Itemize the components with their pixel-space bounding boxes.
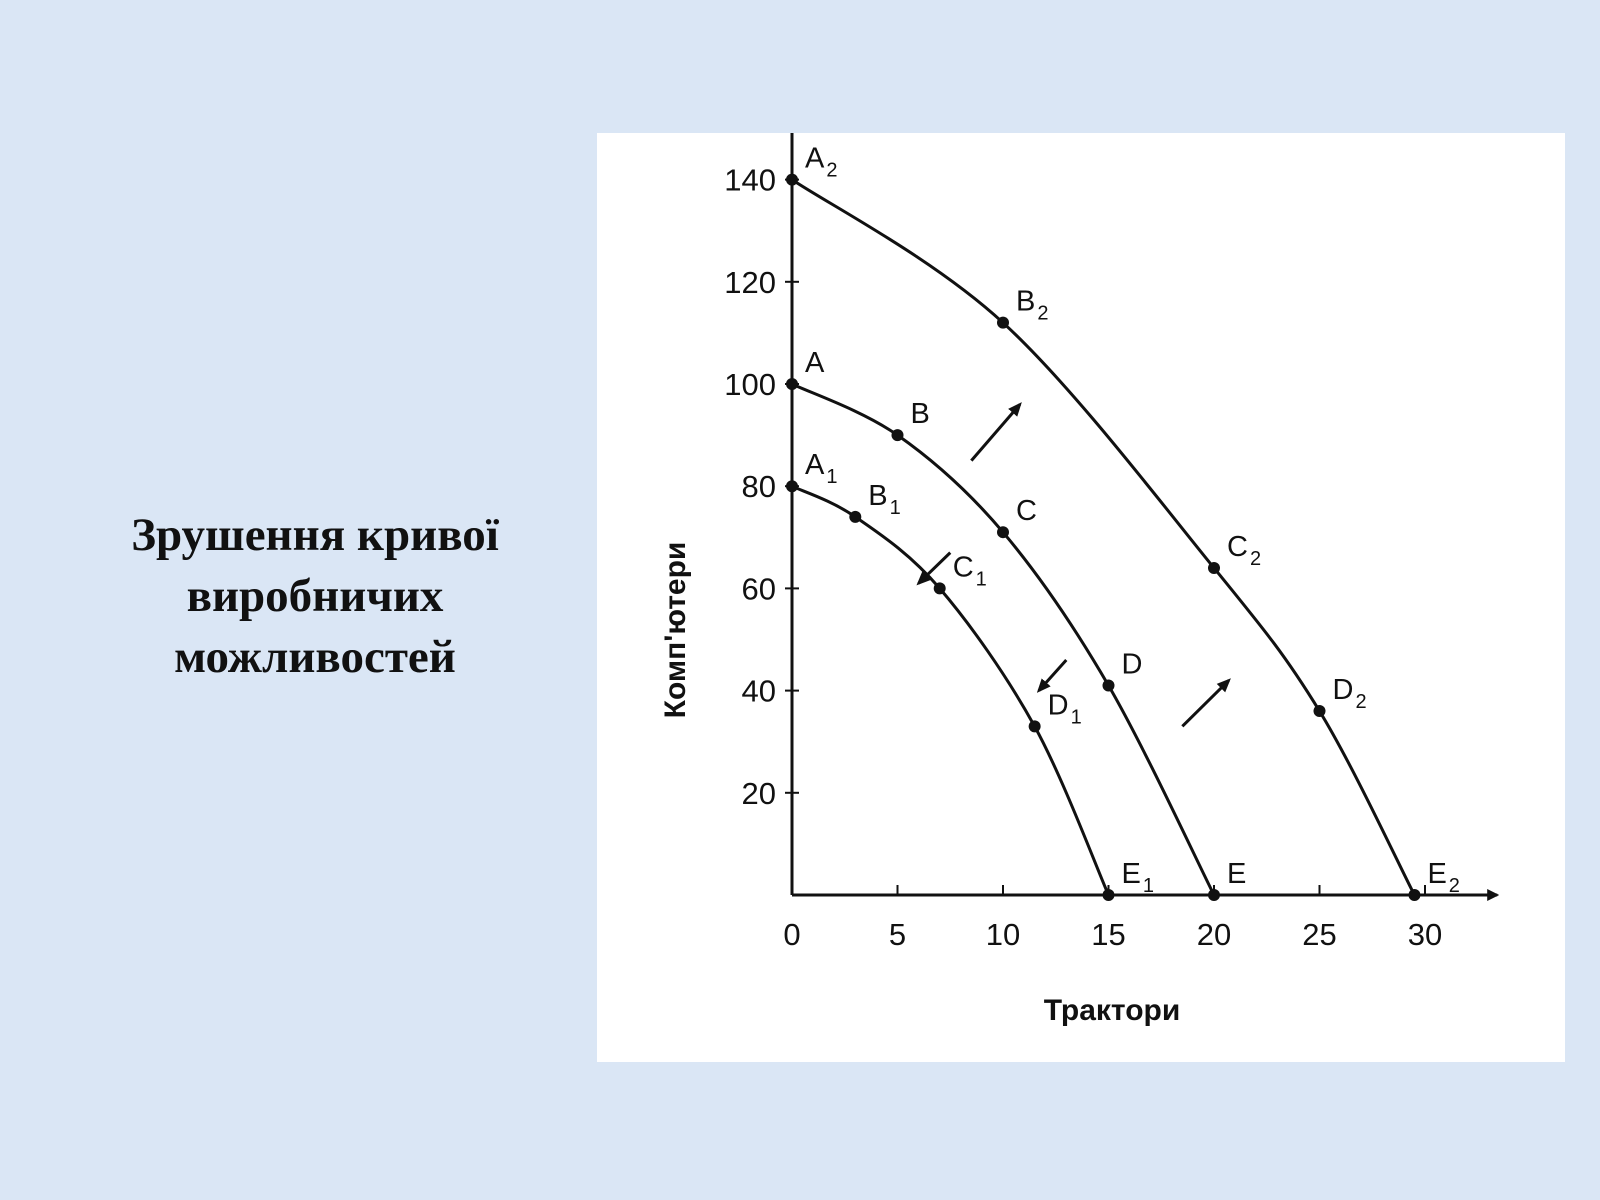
point-label-E: E [1227,858,1246,890]
point-label-B: B [911,398,930,430]
x-tick-label: 10 [986,917,1020,952]
point-C1 [933,582,946,595]
ppf-curve-2 [791,382,1216,896]
x-tick-label: 0 [783,917,800,952]
point-label-D: D [1122,648,1143,680]
y-tick-label: 100 [724,367,776,402]
point-A2 [786,173,798,186]
x-tick-label: 30 [1408,917,1442,952]
point-C2 [1208,561,1220,574]
point-D1 [1028,720,1041,733]
title-line-2: виробничих [186,570,444,622]
slide-title: Зрушення кривої виробничих можливостей [60,505,570,688]
point-label-A: A [805,347,825,379]
point-B1 [849,510,862,523]
point-A [786,378,798,390]
shift-arrow-outward [1181,678,1231,728]
x-tick-label: 5 [889,917,906,952]
point-B2 [997,316,1009,329]
point-D2 [1313,705,1326,718]
point-label-C: C [1016,495,1037,527]
x-tick-label: 20 [1197,917,1231,952]
y-tick-label: 80 [742,469,776,504]
x-axis-title: Трактори [1044,994,1181,1027]
y-tick-label: 120 [724,265,776,300]
y-tick-label: 60 [742,571,776,606]
y-axis-title: Комп'ютери [659,542,692,719]
point-E [1208,889,1220,901]
point-B [891,429,904,442]
x-tick-label: 15 [1091,917,1125,952]
ppf-curve-3 [791,178,1416,896]
title-line-1: Зрушення кривої [131,509,499,561]
point-E1 [1102,889,1115,901]
y-tick-label: 20 [742,776,776,811]
shift-arrow-outward [970,402,1022,462]
title-line-3: можливостей [174,631,456,683]
point-A1 [786,480,798,493]
point-D [1102,679,1115,692]
point-C [997,526,1009,539]
point-E2 [1408,889,1421,901]
shift-arrow-inward [1036,658,1068,693]
y-tick-label: 140 [724,163,776,198]
y-tick-label: 40 [742,674,776,709]
ppf-chart: 0 5 10 15 20 25 30 20 40 60 80 100 120 140 A 1 B 1 C 1 D 1 E 1… [659,133,1500,1027]
x-tick-label: 25 [1302,917,1336,952]
shift-arrow-inward [916,551,952,586]
ppf-curve-1 [791,484,1110,896]
